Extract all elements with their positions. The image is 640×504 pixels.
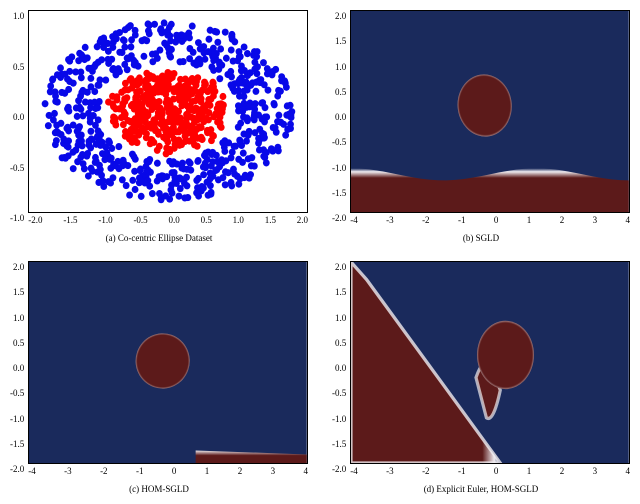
panel-b-axes (350, 10, 630, 213)
panel-a-plot: 1.00.50.0-0.5-1.0 -2.0-1.5-1.0-0.50.00.5… (10, 10, 308, 225)
panel-b: 2.01.51.00.50.0-0.5-1.0-1.5-2.0 (332, 10, 630, 243)
panel-d-caption: (d) Explicit Euler, HOM-SGLD (424, 484, 539, 494)
panel-b-xticks: -4-3-2-101234 (350, 213, 630, 225)
panel-c-yticks: 2.01.51.00.50.0-0.5-1.0-1.5-2.0 (10, 261, 28, 476)
panel-b-caption: (b) SGLD (463, 233, 499, 243)
panel-c: 2.01.51.00.50.0-0.5-1.0-1.5-2.0 (10, 261, 308, 494)
panel-d-xticks: -4-3-2-101234 (350, 464, 630, 476)
panel-c-caption: (c) HOM-SGLD (129, 484, 189, 494)
panel-d: 2.01.51.00.50.0-0.5-1.0-1.5-2.0 (332, 261, 630, 494)
panel-c-axes (28, 261, 308, 464)
panel-d-yticks: 2.01.51.00.50.0-0.5-1.0-1.5-2.0 (332, 261, 350, 476)
panel-a-xticks: -2.0-1.5-1.0-0.50.00.51.01.52.0 (28, 213, 308, 225)
panel-a-axes (28, 10, 308, 213)
figure-grid: 1.00.50.0-0.5-1.0 -2.0-1.5-1.0-0.50.00.5… (10, 10, 630, 494)
panel-a: 1.00.50.0-0.5-1.0 -2.0-1.5-1.0-0.50.00.5… (10, 10, 308, 243)
panel-d-plot: 2.01.51.00.50.0-0.5-1.0-1.5-2.0 (332, 261, 630, 476)
panel-a-caption: (a) Co-centric Ellipse Dataset (106, 233, 213, 243)
panel-b-plot: 2.01.51.00.50.0-0.5-1.0-1.5-2.0 (332, 10, 630, 225)
panel-c-xticks: -4-3-2-101234 (28, 464, 308, 476)
panel-b-yticks: 2.01.51.00.50.0-0.5-1.0-1.5-2.0 (332, 10, 350, 225)
panel-c-plot: 2.01.51.00.50.0-0.5-1.0-1.5-2.0 (10, 261, 308, 476)
panel-a-yticks: 1.00.50.0-0.5-1.0 (10, 10, 28, 225)
panel-d-axes (350, 261, 630, 464)
